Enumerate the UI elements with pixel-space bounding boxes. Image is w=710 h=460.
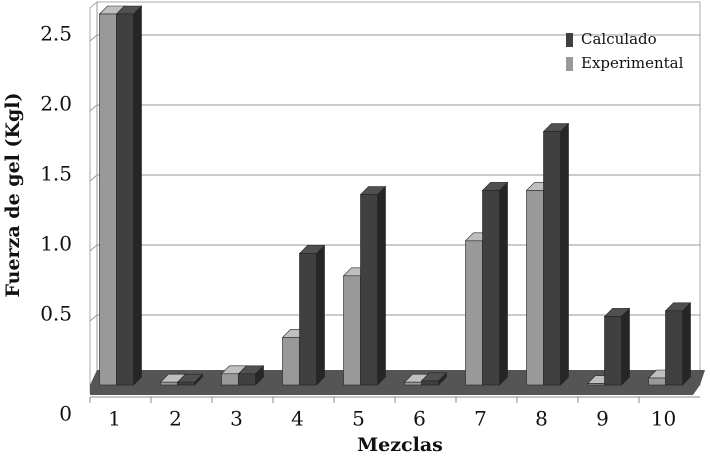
bar-front [99,13,117,386]
x-tick-label: 9 [596,407,609,431]
bar-side [499,181,508,386]
bar [603,307,631,386]
bar-front [177,381,195,386]
grid-line [89,314,98,322]
x-tick-label: 3 [230,407,243,431]
y-tick-label: 0.5 [40,302,72,326]
x-tick-label: 1 [108,407,121,431]
bar-front [116,13,134,386]
bar [176,373,204,386]
bar-front [421,380,439,386]
bar-front [665,310,683,386]
bar-front [160,381,178,386]
legend-swatch [566,33,573,47]
bar-front [482,190,500,386]
bar [237,365,265,386]
bar-front [543,131,561,386]
bar-side [560,122,569,386]
grid-line [89,174,98,182]
bar [542,122,570,386]
x-tick-label: 2 [169,407,182,431]
y-tick-label: 2.5 [40,22,72,46]
bar-front [221,373,239,386]
bar [115,5,143,386]
grid-line [89,34,98,42]
bar-front [604,316,622,386]
x-axis-title: Mezclas [357,434,443,456]
bar-front [648,377,666,386]
y-tick-label: 1.5 [40,162,72,186]
grid-line [89,244,98,252]
bar-front [299,253,317,386]
bar-side [682,302,691,386]
x-tick-label: 4 [291,407,304,431]
bar-front [526,190,544,386]
bar-front [282,337,300,386]
y-tick-label: 2.0 [40,92,72,116]
x-tick-label: 5 [352,407,365,431]
y-tick-label: 0 [59,402,72,426]
bar-front [587,383,605,386]
x-tick-label: 10 [651,407,676,431]
bar-side [621,307,630,386]
grid-line [89,104,98,112]
bar-front [465,240,483,386]
legend-swatch [566,57,573,71]
bar [420,372,448,386]
bar-side [133,5,142,386]
bar [359,185,387,386]
legend-label: Experimental [581,54,684,72]
bar [298,244,326,386]
bar-front [238,373,256,386]
bar-front [404,381,422,386]
bar-front [360,194,378,386]
x-tick-label: 8 [535,407,548,431]
bar [664,302,692,386]
bar-front [343,275,361,386]
y-tick-label: 1.0 [40,232,72,256]
bar [481,181,509,386]
y-axis-title: Fuerza de gel (Kgl) [2,93,24,298]
x-tick-label: 6 [413,407,426,431]
legend-label: Calculado [581,30,657,48]
bar-side [316,244,325,386]
x-tick-label: 7 [474,407,487,431]
bar-side [377,185,386,386]
